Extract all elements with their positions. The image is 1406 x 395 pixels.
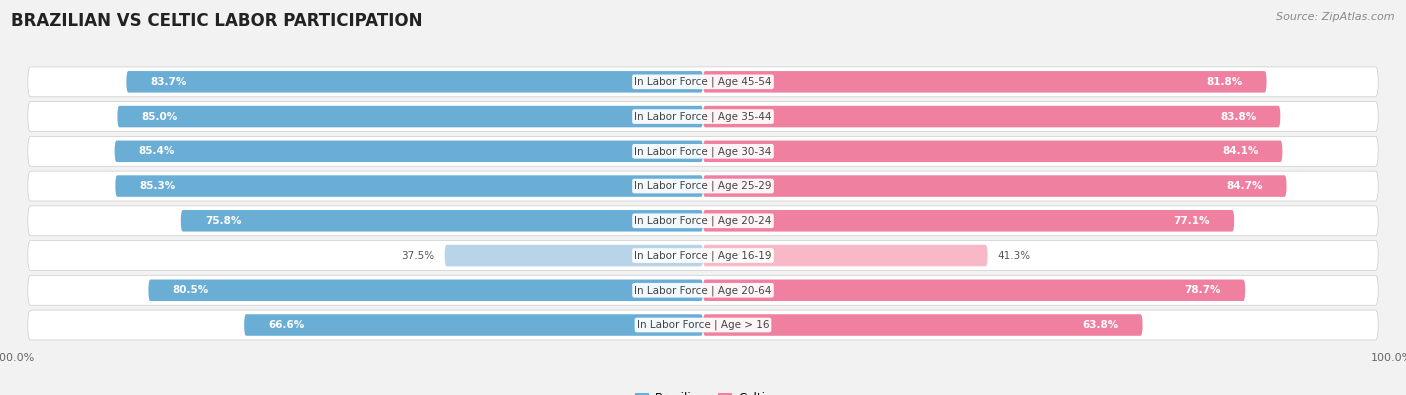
Text: BRAZILIAN VS CELTIC LABOR PARTICIPATION: BRAZILIAN VS CELTIC LABOR PARTICIPATION <box>11 12 423 30</box>
FancyBboxPatch shape <box>115 175 703 197</box>
FancyBboxPatch shape <box>703 175 1286 197</box>
Text: In Labor Force | Age 45-54: In Labor Force | Age 45-54 <box>634 77 772 87</box>
Text: 81.8%: 81.8% <box>1206 77 1243 87</box>
Text: 85.0%: 85.0% <box>142 111 177 122</box>
Text: 37.5%: 37.5% <box>401 250 434 261</box>
FancyBboxPatch shape <box>118 106 703 127</box>
Text: 84.1%: 84.1% <box>1222 146 1258 156</box>
FancyBboxPatch shape <box>28 206 1378 236</box>
FancyBboxPatch shape <box>703 71 1267 92</box>
Text: In Labor Force | Age 25-29: In Labor Force | Age 25-29 <box>634 181 772 191</box>
Text: Source: ZipAtlas.com: Source: ZipAtlas.com <box>1277 12 1395 22</box>
Text: 83.8%: 83.8% <box>1220 111 1256 122</box>
Text: In Labor Force | Age 16-19: In Labor Force | Age 16-19 <box>634 250 772 261</box>
FancyBboxPatch shape <box>127 71 703 92</box>
Text: 80.5%: 80.5% <box>173 285 208 295</box>
FancyBboxPatch shape <box>28 275 1378 305</box>
Text: 83.7%: 83.7% <box>150 77 187 87</box>
FancyBboxPatch shape <box>703 141 1282 162</box>
Text: In Labor Force | Age 35-44: In Labor Force | Age 35-44 <box>634 111 772 122</box>
FancyBboxPatch shape <box>28 310 1378 340</box>
Text: 41.3%: 41.3% <box>998 250 1031 261</box>
Text: 85.4%: 85.4% <box>139 146 176 156</box>
Text: In Labor Force | Age > 16: In Labor Force | Age > 16 <box>637 320 769 330</box>
Text: 75.8%: 75.8% <box>205 216 242 226</box>
FancyBboxPatch shape <box>181 210 703 231</box>
Legend: Brazilian, Celtic: Brazilian, Celtic <box>634 392 772 395</box>
Text: 63.8%: 63.8% <box>1083 320 1118 330</box>
Text: 78.7%: 78.7% <box>1185 285 1220 295</box>
Text: In Labor Force | Age 20-64: In Labor Force | Age 20-64 <box>634 285 772 295</box>
FancyBboxPatch shape <box>28 171 1378 201</box>
Text: 77.1%: 77.1% <box>1174 216 1211 226</box>
Text: 84.7%: 84.7% <box>1226 181 1263 191</box>
FancyBboxPatch shape <box>703 106 1281 127</box>
FancyBboxPatch shape <box>28 102 1378 132</box>
Text: In Labor Force | Age 30-34: In Labor Force | Age 30-34 <box>634 146 772 156</box>
FancyBboxPatch shape <box>28 136 1378 166</box>
Text: In Labor Force | Age 20-24: In Labor Force | Age 20-24 <box>634 216 772 226</box>
FancyBboxPatch shape <box>149 280 703 301</box>
FancyBboxPatch shape <box>28 67 1378 97</box>
FancyBboxPatch shape <box>703 280 1246 301</box>
FancyBboxPatch shape <box>703 314 1143 336</box>
FancyBboxPatch shape <box>115 141 703 162</box>
FancyBboxPatch shape <box>245 314 703 336</box>
Text: 85.3%: 85.3% <box>139 181 176 191</box>
Text: 66.6%: 66.6% <box>269 320 305 330</box>
FancyBboxPatch shape <box>444 245 703 266</box>
FancyBboxPatch shape <box>703 245 987 266</box>
FancyBboxPatch shape <box>28 241 1378 271</box>
FancyBboxPatch shape <box>703 210 1234 231</box>
